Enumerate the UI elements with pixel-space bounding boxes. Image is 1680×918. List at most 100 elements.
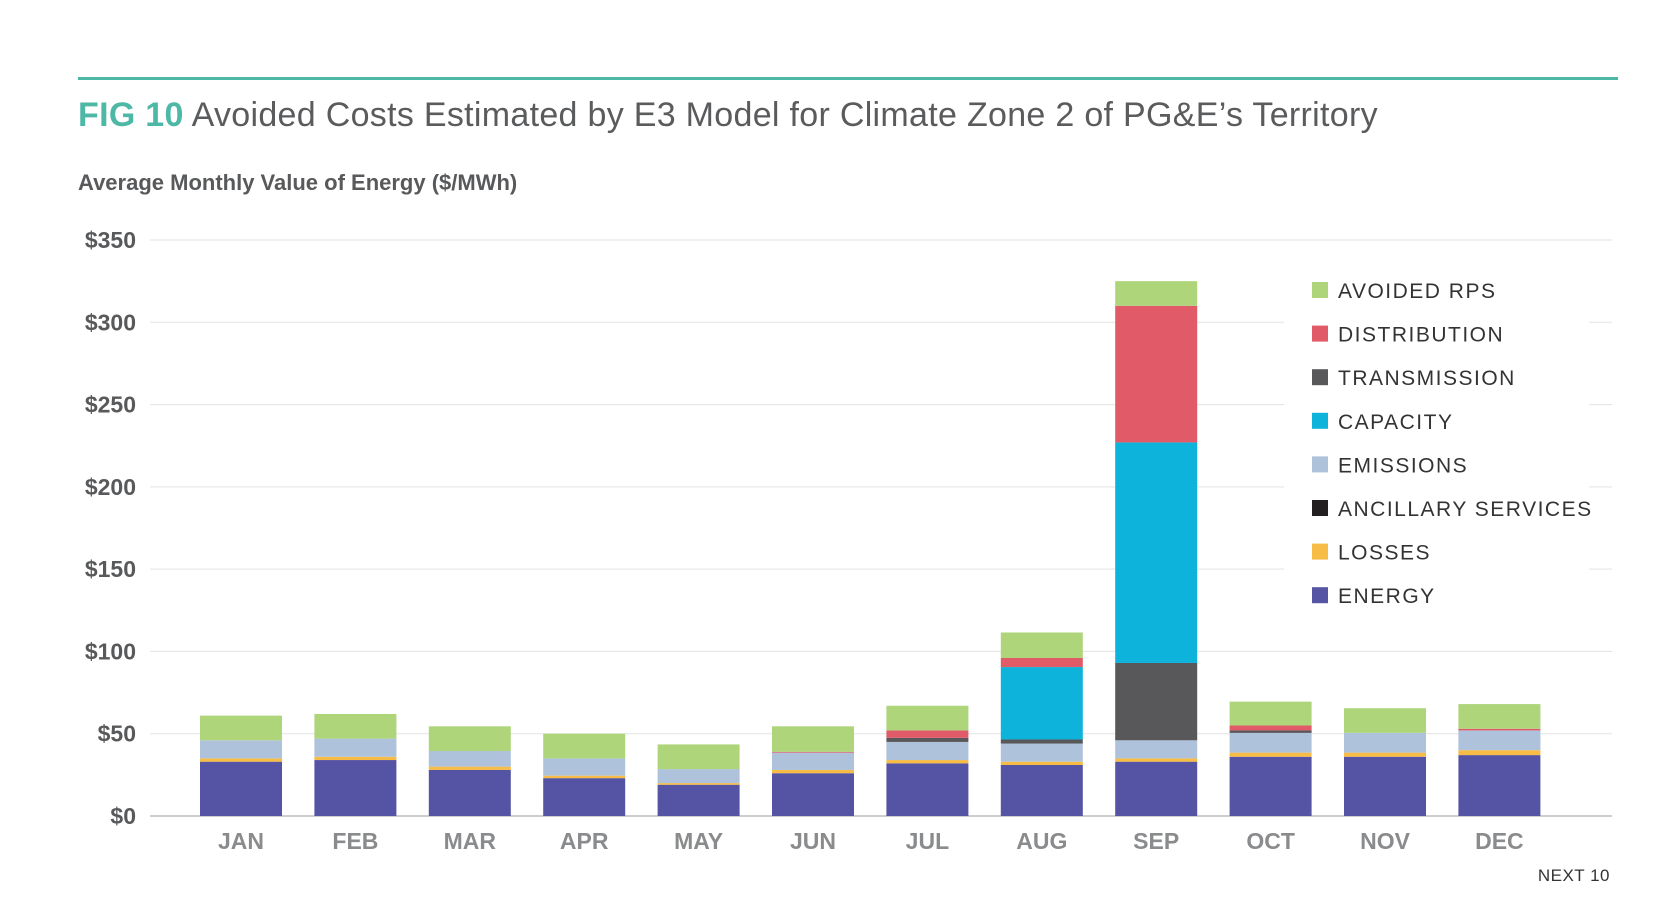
bar-segment-transmission — [1115, 662, 1198, 741]
bar-segment-emissions — [657, 769, 740, 784]
bar-segment-transmission — [1229, 730, 1312, 733]
bar-segment-avoided-rps — [314, 713, 397, 739]
bar-segment-avoided-rps — [428, 726, 511, 751]
bar-segment-energy — [314, 760, 397, 816]
bar-segment-energy — [543, 778, 626, 816]
legend-swatch — [1312, 325, 1328, 342]
x-tick-label: AUG — [1016, 828, 1067, 854]
bar-segment-energy — [657, 784, 740, 816]
bar-segment-losses — [1229, 752, 1312, 757]
y-tick-label: $100 — [85, 638, 136, 664]
bar-segment-avoided-rps — [543, 733, 626, 759]
x-tick-label: JUN — [790, 828, 836, 854]
bar-segment-energy — [428, 769, 511, 816]
x-tick-label: MAY — [674, 828, 723, 854]
bar-segment-losses — [1344, 752, 1426, 757]
bar-segment-avoided-rps — [886, 705, 969, 731]
legend-label: AVOIDED RPS — [1338, 280, 1496, 303]
bar-segment-losses — [200, 758, 282, 762]
bar-segment-emissions — [1115, 740, 1198, 759]
bar-segment-losses — [314, 756, 397, 761]
bar-segment-distribution — [1000, 658, 1083, 668]
bar-segment-losses — [657, 783, 740, 785]
bar-segment-energy — [772, 773, 854, 816]
bar-segment-emissions — [1000, 743, 1083, 762]
bar-segment-avoided-rps — [1229, 701, 1312, 726]
bar-segment-energy — [1000, 764, 1083, 816]
x-tick-label: MAR — [444, 828, 497, 854]
x-tick-label: FEB — [332, 828, 378, 854]
bar-segment-avoided-rps — [772, 726, 854, 752]
legend-swatch — [1312, 412, 1328, 429]
legend-label: EMISSIONS — [1338, 454, 1468, 477]
bar-segment-avoided-rps — [1115, 281, 1198, 306]
bar-segment-emissions — [543, 758, 626, 776]
x-tick-label: APR — [560, 828, 609, 854]
bar-segment-emissions — [428, 750, 511, 767]
bar-segment-avoided-rps — [1344, 708, 1426, 733]
bar-segment-losses — [886, 760, 969, 764]
bar-segment-emissions — [1229, 732, 1312, 753]
top-rule — [78, 77, 1618, 80]
y-tick-label: $350 — [85, 227, 136, 253]
bar-segment-transmission — [886, 737, 969, 742]
bar-segment-distribution — [772, 751, 854, 753]
y-tick-label: $50 — [98, 721, 136, 747]
legend-swatch — [1312, 500, 1328, 516]
x-tick-label: OCT — [1246, 828, 1295, 854]
y-tick-label: $300 — [85, 309, 136, 335]
legend-background — [1284, 266, 1589, 616]
chart-subtitle: Average Monthly Value of Energy ($/MWh) — [78, 170, 518, 195]
legend-label: ANCILLARY SERVICES — [1338, 498, 1593, 521]
footer-brand: NEXT 10 — [1537, 866, 1610, 885]
bar-segment-distribution — [886, 730, 969, 738]
bar-segment-losses — [428, 766, 511, 770]
bar-segment-emissions — [314, 738, 397, 757]
bar-segment-capacity — [1000, 667, 1083, 740]
y-tick-label: $0 — [110, 803, 136, 829]
x-tick-label: JAN — [218, 828, 264, 854]
legend-label: LOSSES — [1338, 542, 1431, 565]
bar-segment-avoided-rps — [200, 715, 282, 741]
y-tick-label: $200 — [85, 474, 136, 500]
bar-segment-energy — [886, 763, 969, 816]
legend-swatch — [1312, 456, 1328, 473]
bar-segment-distribution — [1115, 305, 1198, 443]
bar-segment-capacity — [1115, 442, 1198, 663]
bar-segment-emissions — [1458, 730, 1541, 751]
bar-segment-energy — [1458, 755, 1541, 816]
bar-segment-avoided-rps — [1458, 704, 1541, 729]
bar-segment-emissions — [772, 752, 854, 770]
bar-segment-energy — [1115, 761, 1198, 816]
legend-swatch — [1312, 282, 1328, 298]
bar-segment-avoided-rps — [1000, 632, 1083, 659]
legend-label: TRANSMISSION — [1338, 367, 1516, 390]
bar-segment-emissions — [886, 741, 969, 761]
bar-segment-emissions — [1344, 732, 1426, 753]
bar-segment-energy — [200, 761, 282, 816]
bar-segment-distribution — [1458, 728, 1541, 731]
bar-segment-losses — [1115, 758, 1198, 762]
figure-title-text: Avoided Costs Estimated by E3 Model for … — [191, 96, 1378, 134]
figure-label: FIG 10 — [78, 96, 184, 134]
legend-swatch — [1312, 587, 1328, 604]
x-tick-label: JUL — [906, 828, 949, 854]
legend-label: ENERGY — [1338, 585, 1436, 608]
bar-segment-transmission — [1000, 739, 1083, 744]
x-tick-label: DEC — [1475, 828, 1524, 854]
bar-segment-losses — [772, 769, 854, 774]
legend-label: DISTRIBUTION — [1338, 324, 1504, 347]
bar-segment-avoided-rps — [657, 744, 740, 770]
figure-title: FIG 10 Avoided Costs Estimated by E3 Mod… — [78, 96, 1378, 135]
bar-segment-emissions — [200, 740, 282, 759]
y-tick-label: $250 — [85, 392, 136, 418]
legend-label: CAPACITY — [1338, 411, 1453, 434]
x-tick-label: NOV — [1360, 828, 1411, 854]
bar-segment-energy — [1344, 756, 1426, 816]
legend-swatch — [1312, 543, 1328, 560]
bar-segment-losses — [543, 775, 626, 779]
y-tick-label: $150 — [85, 556, 136, 582]
bar-segment-losses — [1000, 761, 1083, 765]
x-tick-label: SEP — [1133, 828, 1179, 854]
